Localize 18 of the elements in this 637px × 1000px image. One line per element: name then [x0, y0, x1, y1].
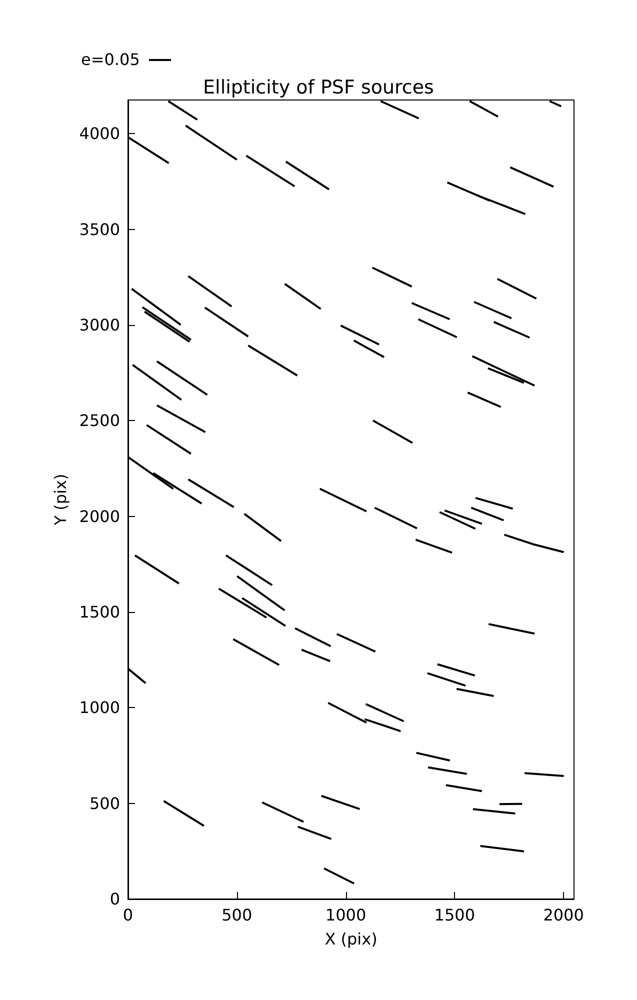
chart-title: Ellipticity of PSF sources: [203, 76, 434, 98]
y-tick-label: 3500: [79, 220, 120, 239]
x-tick-label: 0: [122, 906, 134, 924]
y-tick-label: 1500: [79, 602, 120, 622]
x-tick-label: 1000: [325, 906, 366, 924]
x-axis-title: X (pix): [324, 930, 378, 948]
text: e=0.05: [81, 50, 140, 69]
y-tick-label: 0: [110, 890, 120, 908]
y-tick-label: 1000: [79, 698, 120, 718]
y-tick-label: 2000: [79, 506, 120, 526]
y-tick-label: 500: [89, 794, 120, 813]
y-tick-label: 4000: [79, 124, 120, 144]
x-tick-label: 500: [222, 906, 252, 924]
y-axis-title: Y (pix): [50, 474, 70, 526]
x-tick-label: 2000: [543, 906, 584, 924]
x-tick-label: 1500: [434, 906, 476, 924]
y-tick-label: 2500: [79, 411, 120, 430]
y-tick-label: 3000: [79, 316, 120, 335]
